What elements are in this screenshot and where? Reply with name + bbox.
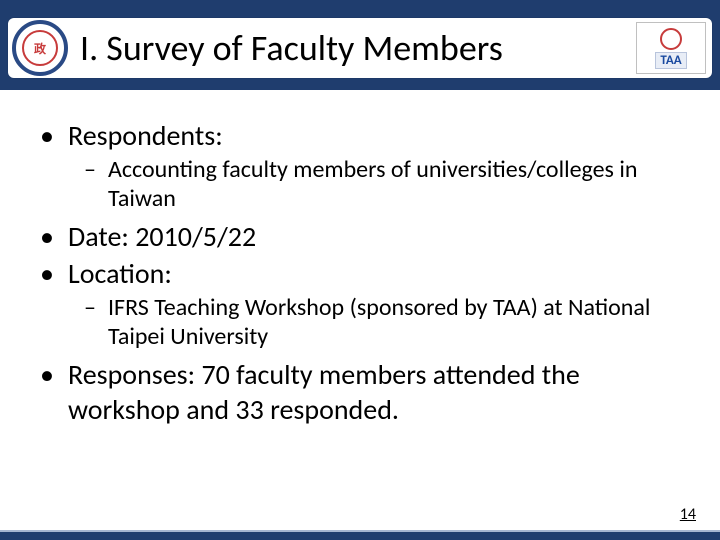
bullet-sub-marker: – bbox=[84, 155, 108, 213]
logo-left: 政 bbox=[12, 20, 68, 76]
bullet-sub-marker: – bbox=[84, 293, 108, 351]
logo-left-seal-icon: 政 bbox=[22, 30, 58, 66]
bullet-item: • Respondents: bbox=[40, 118, 680, 153]
bullet-text: Location: bbox=[68, 256, 680, 291]
content-area: • Respondents: – Accounting faculty memb… bbox=[40, 118, 680, 429]
bullet-text: Responses: 70 faculty members attended t… bbox=[68, 357, 680, 427]
bullet-marker: • bbox=[40, 118, 68, 153]
bullet-marker: • bbox=[40, 219, 68, 254]
slide-title: I. Survey of Faculty Members bbox=[80, 26, 503, 70]
logo-right: TAA bbox=[636, 22, 706, 74]
footer-band bbox=[0, 532, 720, 540]
bullet-sub-item: – Accounting faculty members of universi… bbox=[84, 155, 680, 213]
bullet-text: Respondents: bbox=[68, 118, 680, 153]
page-number: 14 bbox=[680, 505, 696, 524]
slide: 政 I. Survey of Faculty Members TAA • Res… bbox=[0, 0, 720, 540]
logo-right-circle-icon bbox=[660, 28, 682, 50]
bullet-item: • Location: bbox=[40, 256, 680, 291]
bullet-sub-item: – IFRS Teaching Workshop (sponsored by T… bbox=[84, 293, 680, 351]
logo-right-text: TAA bbox=[655, 52, 686, 69]
bullet-sub-text: Accounting faculty members of universiti… bbox=[108, 155, 680, 213]
bullet-item: • Date: 2010/5/22 bbox=[40, 219, 680, 254]
bullet-marker: • bbox=[40, 357, 68, 427]
title-bar: 政 I. Survey of Faculty Members TAA bbox=[8, 18, 712, 78]
bullet-marker: • bbox=[40, 256, 68, 291]
bullet-text: Date: 2010/5/22 bbox=[68, 219, 680, 254]
bullet-item: • Responses: 70 faculty members attended… bbox=[40, 357, 680, 427]
bullet-sub-text: IFRS Teaching Workshop (sponsored by TAA… bbox=[108, 293, 680, 351]
